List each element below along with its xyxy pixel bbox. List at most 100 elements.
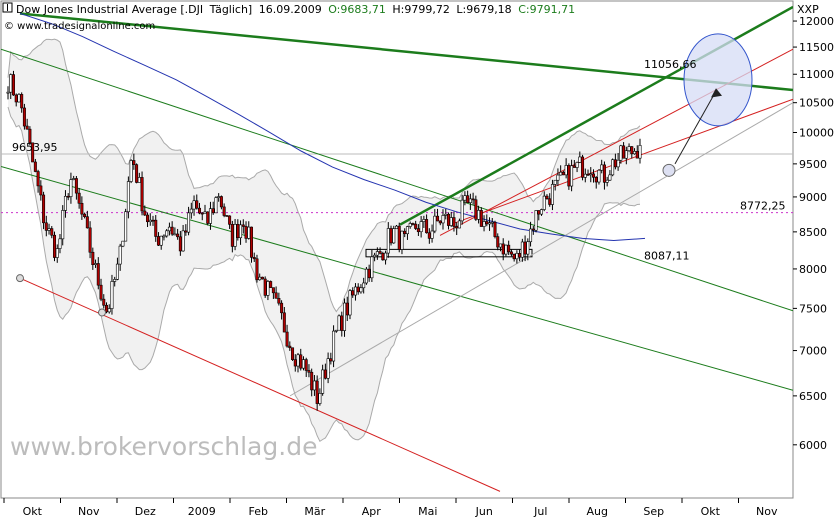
candle-body: [414, 223, 418, 229]
candle-body: [9, 74, 13, 93]
candle-body: [113, 279, 117, 282]
candle-body: [581, 156, 585, 178]
candle-body: [449, 217, 453, 226]
target-ellipse: [683, 33, 753, 127]
candle-body: [537, 210, 541, 215]
y-tick-label: 11000: [799, 68, 834, 81]
candle-body: [373, 254, 377, 258]
candle-body: [178, 236, 182, 252]
candle-body: [315, 380, 319, 404]
candle-body: [137, 177, 141, 183]
candle-body: [531, 228, 535, 231]
header-high: H:9799,72: [392, 3, 449, 16]
anchor-circle-okt-low: [16, 274, 24, 283]
candle-body: [102, 298, 106, 306]
candle-body: [463, 195, 467, 201]
x-tick-label: Nov: [78, 505, 100, 518]
candle-body: [591, 173, 595, 178]
candle-body: [520, 241, 524, 258]
candle-body: [124, 211, 128, 242]
candle-body: [553, 179, 557, 185]
candle-body: [397, 225, 401, 250]
candle-body: [280, 302, 284, 314]
candle-body: [20, 94, 24, 109]
candle-body: [299, 354, 303, 369]
candle-body: [550, 184, 554, 205]
candle-body: [58, 238, 62, 249]
x-tick-label: Mär: [304, 505, 325, 518]
candle-body: [156, 236, 160, 246]
candle-body: [69, 179, 73, 197]
bollinger-lower: [7, 106, 641, 443]
candle-body: [389, 228, 393, 244]
candle-body: [28, 128, 32, 144]
price-label: 11056,66: [644, 58, 697, 71]
candle-body: [337, 315, 341, 331]
candle-body: [619, 145, 623, 161]
candle-body: [455, 226, 459, 229]
candle-body: [616, 159, 620, 168]
candle-body: [583, 173, 587, 178]
candle-body: [225, 215, 229, 217]
candle-body: [403, 230, 407, 235]
candle-body: [269, 281, 273, 288]
axis-symbol: XXP: [797, 3, 819, 16]
candle-body: [271, 287, 275, 294]
candle-body: [22, 107, 26, 127]
candle-body: [94, 263, 98, 265]
candle-body: [395, 225, 399, 229]
candle-body: [236, 223, 240, 239]
candle-body: [597, 169, 601, 183]
candle-body: [485, 221, 489, 225]
projection-arrowhead: [711, 88, 722, 98]
candle-body: [477, 210, 481, 220]
candle-body: [351, 290, 355, 296]
header-close: C:9791,71: [518, 3, 575, 16]
candle-body: [578, 156, 582, 163]
candle-body: [83, 213, 87, 217]
candle-body: [586, 173, 590, 176]
moving-average-line: [19, 12, 646, 242]
candle-body: [545, 195, 549, 200]
candle-body: [312, 380, 316, 391]
candle-body: [126, 181, 130, 213]
candle-body: [39, 185, 43, 196]
candle-body: [36, 171, 40, 187]
candle-body: [6, 91, 10, 94]
y-tick-label: 10000: [799, 127, 834, 140]
x-axis: Okt Nov Dez 2009 Feb Mär Apr Mai Jun Jul Aug Sep Okt…: [3, 498, 778, 518]
candle-body: [602, 164, 606, 183]
x-tick-label: 2009: [188, 505, 216, 518]
candle-body: [518, 253, 522, 258]
candle-body: [613, 159, 617, 168]
candle-body: [466, 195, 470, 204]
x-tick-label: Sep: [643, 505, 664, 518]
candle-body: [556, 174, 560, 181]
candle-body: [293, 359, 297, 367]
candle-body: [192, 200, 196, 210]
candle-body: [72, 178, 76, 180]
candle-body: [266, 281, 270, 296]
candle-body: [184, 230, 188, 233]
candle-body: [214, 197, 218, 214]
header-open: O:9683,71: [328, 3, 386, 16]
candle-body: [600, 164, 604, 171]
candle-body: [416, 228, 420, 233]
candle-body: [334, 329, 338, 332]
candle-body: [282, 312, 286, 333]
candle-body: [460, 199, 464, 222]
candle-body: [498, 243, 502, 248]
candle-body: [321, 369, 325, 394]
candle-body: [471, 198, 475, 201]
candle-body: [540, 209, 544, 215]
candle-body: [635, 151, 639, 159]
candle-body: [129, 160, 133, 182]
candle-body: [594, 176, 598, 183]
candle-body: [263, 278, 267, 296]
candle-body: [42, 194, 46, 224]
x-tick-label: Dez: [135, 505, 156, 518]
candle-body: [509, 251, 513, 255]
candle-body: [96, 263, 100, 286]
candle-body: [222, 206, 226, 216]
candle-body: [512, 253, 516, 260]
